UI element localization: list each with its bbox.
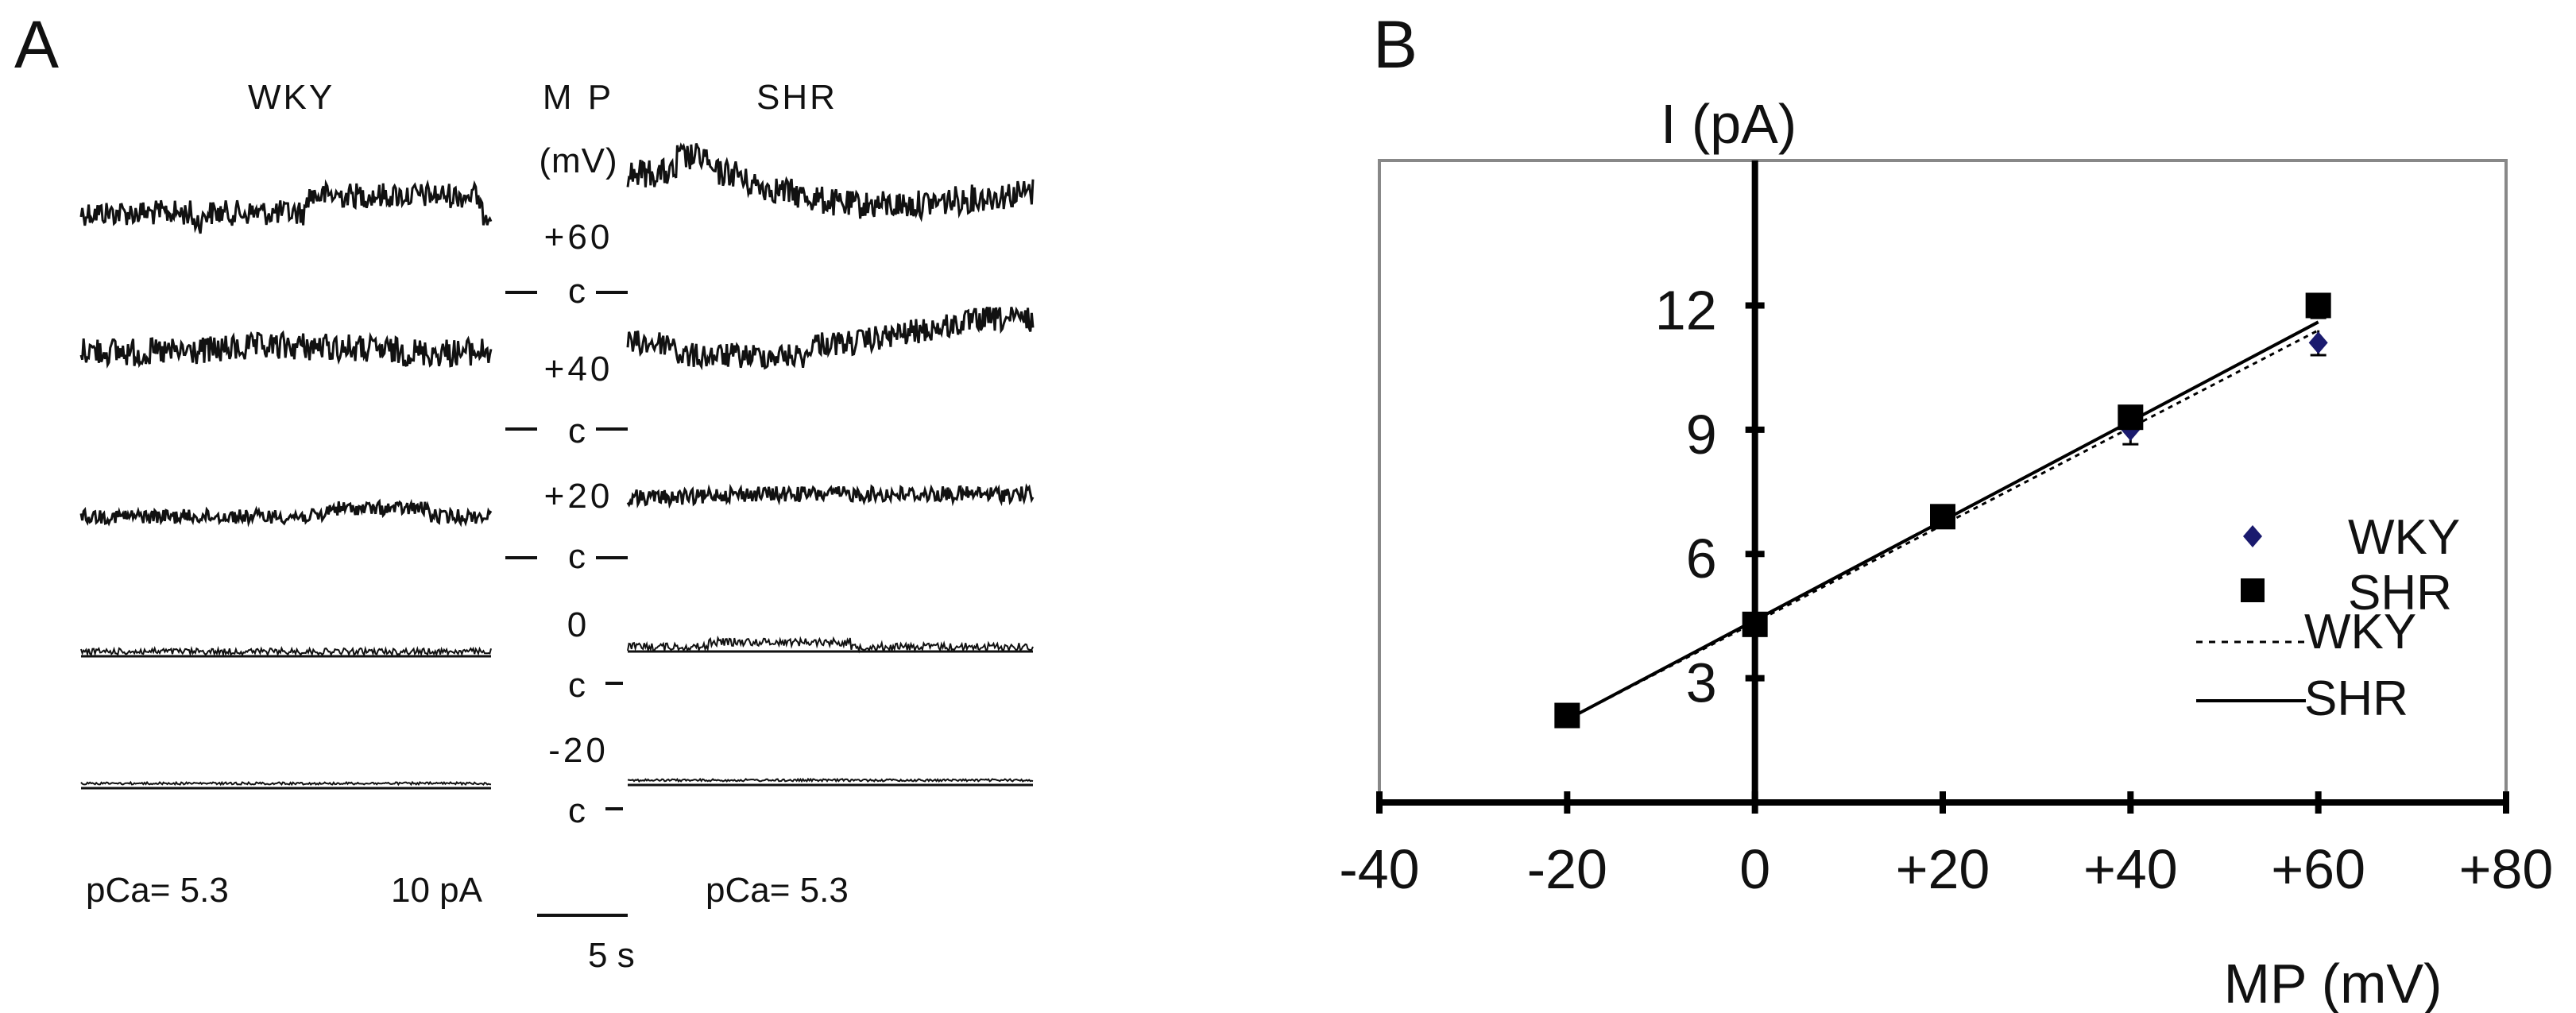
shr-data-point [1554, 702, 1580, 729]
x-tick-label: +20 [1896, 838, 1990, 900]
shr-trace-plus20 [626, 483, 1035, 509]
shr-data-point [2305, 292, 2331, 319]
y-tick-label: 6 [1686, 528, 1717, 590]
closed-label-1: c [568, 272, 589, 311]
shr-data-point [1930, 504, 1955, 530]
wky-trace-plus40 [79, 330, 493, 369]
shr-data-point [2118, 404, 2144, 431]
y-tick-label: 3 [1686, 652, 1717, 714]
voltage-label-minus20: -20 [548, 731, 609, 770]
closed-label-3: c [568, 537, 589, 576]
legend: WKY SHR WKY SHR [2196, 510, 2460, 726]
legend-wky-fit-label: WKY [2304, 605, 2416, 659]
scale-time-label: 5 s [588, 936, 635, 975]
shr-data-point [1742, 611, 1768, 637]
wky-trace-plus60 [79, 179, 493, 234]
closed-label-2: c [568, 412, 589, 450]
x-tick-label: 0 [1739, 838, 1770, 900]
legend-wky-label: WKY [2348, 510, 2460, 565]
mp-header-line1: M P [542, 78, 615, 117]
x-tick-label: +60 [2271, 838, 2365, 900]
x-tick-label: -20 [1527, 838, 1607, 900]
closed-label-4: c [568, 666, 589, 705]
voltage-label-plus20: +20 [543, 477, 613, 516]
scale-current-label: 10 pA [391, 871, 482, 910]
panel-a-letter: A [14, 7, 60, 82]
panel-b-letter: B [1373, 7, 1418, 82]
wky-pca-label: pCa= 5.3 [86, 871, 229, 910]
voltage-label-0: 0 [567, 605, 590, 644]
shr-trace-minus20 [628, 777, 1034, 783]
wky-trace-0 [80, 645, 492, 658]
legend-wky-marker [2243, 525, 2262, 547]
x-axis-title: MP (mV) [2224, 953, 2443, 1013]
wky-data-point [2308, 331, 2328, 354]
wky-trace-title: WKY [248, 78, 335, 117]
y-axis-title: I (pA) [1661, 93, 1797, 155]
legend-shr-fit-label: SHR [2304, 671, 2408, 726]
mp-header-line2: (mV) [539, 141, 618, 180]
x-tick-label: -40 [1339, 838, 1419, 900]
x-tick-label: +40 [2083, 838, 2178, 900]
shr-trace-title: SHR [756, 78, 837, 117]
y-tick-label: 12 [1655, 279, 1717, 341]
legend-shr-label: SHR [2348, 566, 2452, 621]
x-tick-label: +80 [2459, 838, 2554, 900]
wky-trace-plus20 [79, 498, 493, 528]
y-tick-label: 9 [1686, 404, 1717, 466]
shr-pca-label: pCa= 5.3 [706, 871, 849, 910]
shr-trace-plus40 [626, 306, 1035, 371]
current-traces [79, 142, 1035, 917]
shr-trace-0 [627, 635, 1034, 654]
voltage-label-plus40: +40 [543, 350, 613, 389]
legend-shr-marker [2241, 578, 2265, 602]
shr-trace-plus60 [626, 142, 1035, 222]
voltage-label-plus60: +60 [543, 218, 613, 257]
closed-label-5: c [568, 791, 589, 830]
wky-trace-minus20 [80, 780, 492, 787]
